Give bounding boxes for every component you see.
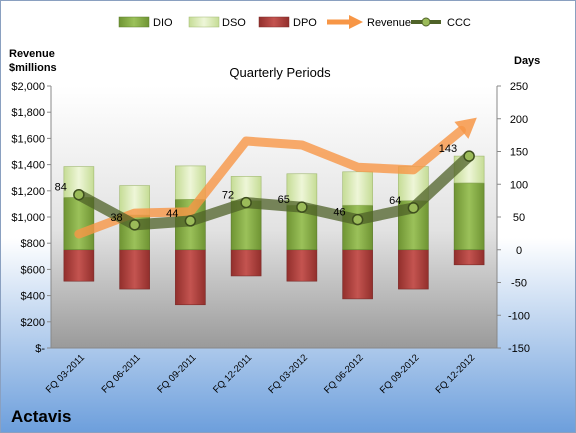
legend-ccc-marker-icon bbox=[421, 17, 431, 27]
left-tick-label: $1,200 bbox=[11, 186, 45, 198]
legend-dso-label: DSO bbox=[222, 17, 246, 29]
legend: DIO DSO DPO Revenue CCC bbox=[118, 15, 471, 29]
ccc-marker bbox=[184, 215, 197, 227]
left-tick-label: $1,000 bbox=[11, 212, 45, 224]
dpo-bar bbox=[63, 249, 95, 282]
x-tick-label: FQ 03-2012 bbox=[266, 352, 310, 396]
left-tick-label: $800 bbox=[21, 238, 45, 250]
right-tick-label: 150 bbox=[510, 147, 528, 159]
x-tick-label: FQ 03-2011 bbox=[44, 352, 87, 395]
left-tick-label: $1,600 bbox=[11, 133, 45, 145]
x-tick-label: FQ 06-2012 bbox=[322, 352, 366, 396]
dpo-bar bbox=[230, 249, 262, 277]
chart-title: Quarterly Periods bbox=[229, 65, 331, 80]
right-tick-label: 0 bbox=[516, 245, 522, 257]
x-tick-label: FQ 12-2012 bbox=[434, 352, 478, 396]
dpo-bar bbox=[398, 249, 429, 290]
right-tick-label: -100 bbox=[508, 310, 530, 322]
left-axis-title-line2: $millions bbox=[9, 62, 57, 74]
ccc-marker bbox=[463, 150, 475, 162]
x-tick-label: FQ 06-2011 bbox=[100, 352, 143, 395]
ccc-data-label: 64 bbox=[389, 195, 401, 207]
ccc-line bbox=[73, 150, 475, 231]
left-tick-label: $200 bbox=[21, 317, 45, 329]
dpo-bar bbox=[342, 249, 373, 300]
ccc-marker bbox=[128, 219, 141, 231]
revenue-line bbox=[74, 125, 466, 239]
dso-bar bbox=[230, 176, 262, 201]
legend-revenue-label: Revenue bbox=[367, 17, 411, 29]
revenue-arrowhead bbox=[454, 117, 477, 139]
left-tick-label: $1,400 bbox=[11, 160, 45, 172]
legend-dio-label: DIO bbox=[153, 17, 173, 29]
dpo-bar bbox=[453, 249, 485, 266]
ccc-data-label: 44 bbox=[166, 208, 178, 220]
ccc-data-label: 84 bbox=[55, 182, 67, 194]
ccc-marker bbox=[296, 201, 308, 213]
ccc-marker bbox=[407, 202, 420, 214]
dpo-bar bbox=[119, 249, 150, 290]
right-tick-label: -150 bbox=[508, 343, 530, 355]
revenue-layer bbox=[74, 117, 477, 239]
right-tick-label: 250 bbox=[510, 81, 528, 93]
legend-revenue-arrowhead-icon bbox=[349, 15, 363, 29]
legend-dpo-label: DPO bbox=[293, 17, 317, 29]
ccc-data-label: 38 bbox=[110, 212, 122, 224]
left-tick-label: $400 bbox=[21, 291, 45, 303]
dso-bar bbox=[286, 173, 318, 206]
company-name: Actavis bbox=[11, 407, 71, 426]
ccc-data-label: 65 bbox=[278, 194, 290, 206]
ccc-data-label: 143 bbox=[439, 143, 457, 155]
right-axis-ticks: -150 -100 -50 0 50 100 150 200 250 bbox=[497, 81, 530, 355]
bars-layer bbox=[63, 155, 485, 306]
right-tick-label: -50 bbox=[511, 278, 527, 290]
ccc-marker bbox=[240, 196, 252, 209]
ccc-layer: 84 38 44 72 65 46 64 143 bbox=[55, 143, 475, 231]
x-tick-label: FQ 09-2012 bbox=[378, 352, 422, 396]
dpo-bar bbox=[286, 249, 318, 282]
dpo-bar bbox=[175, 249, 206, 306]
left-tick-label: $2,000 bbox=[11, 81, 45, 93]
ccc-data-label: 72 bbox=[222, 190, 234, 202]
right-tick-label: 50 bbox=[513, 212, 525, 224]
right-axis-title: Days bbox=[514, 55, 540, 67]
left-tick-label: $1,800 bbox=[11, 107, 45, 119]
ccc-marker bbox=[351, 213, 364, 226]
legend-ccc-label: CCC bbox=[447, 17, 471, 29]
legend-dpo-swatch bbox=[258, 16, 290, 28]
left-tick-label: $- bbox=[35, 343, 45, 355]
x-axis-labels: FQ 03-2011 FQ 06-2011 FQ 09-2011 FQ 12-2011… bbox=[44, 352, 477, 396]
dso-bar bbox=[342, 171, 373, 206]
legend-dio-swatch bbox=[118, 16, 150, 28]
left-tick-label: $600 bbox=[21, 264, 45, 276]
legend-dso-swatch bbox=[188, 16, 220, 28]
dio-bar bbox=[453, 182, 485, 251]
left-axis-ticks: $- $200 $400 $600 $800 $1,000 $1,200 $1,400 $1,6… bbox=[11, 81, 51, 355]
ccc-marker bbox=[73, 188, 85, 201]
x-tick-label: FQ 09-2011 bbox=[155, 352, 198, 395]
ccc-data-label: 46 bbox=[333, 207, 345, 219]
x-tick-label: FQ 12-2011 bbox=[211, 352, 254, 395]
right-tick-label: 100 bbox=[510, 179, 528, 191]
right-tick-label: 200 bbox=[510, 114, 528, 126]
left-axis-title-line1: Revenue bbox=[9, 48, 55, 60]
